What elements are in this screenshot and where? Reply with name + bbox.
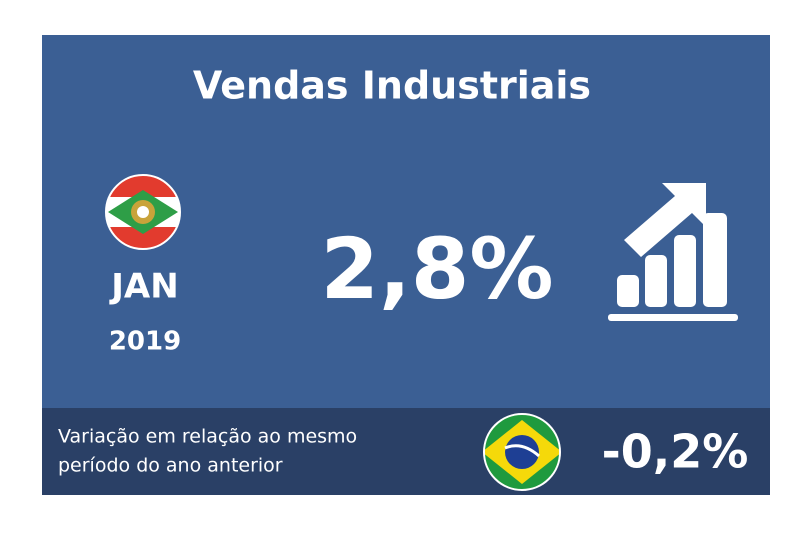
title: Vendas Industriais: [193, 64, 591, 108]
footer-band: [42, 408, 770, 495]
footer-line: período do ano anterior: [58, 455, 283, 477]
month: JAN: [109, 267, 178, 307]
brazil-flag: [483, 413, 561, 491]
footer-line: Variação em relação ao mesmo: [58, 426, 357, 448]
growth-icon: [608, 183, 738, 321]
brazil-value: -0,2%: [602, 425, 749, 479]
main-value: 2,8%: [321, 220, 554, 318]
state-flag: [105, 174, 181, 250]
year: 2019: [109, 327, 181, 357]
